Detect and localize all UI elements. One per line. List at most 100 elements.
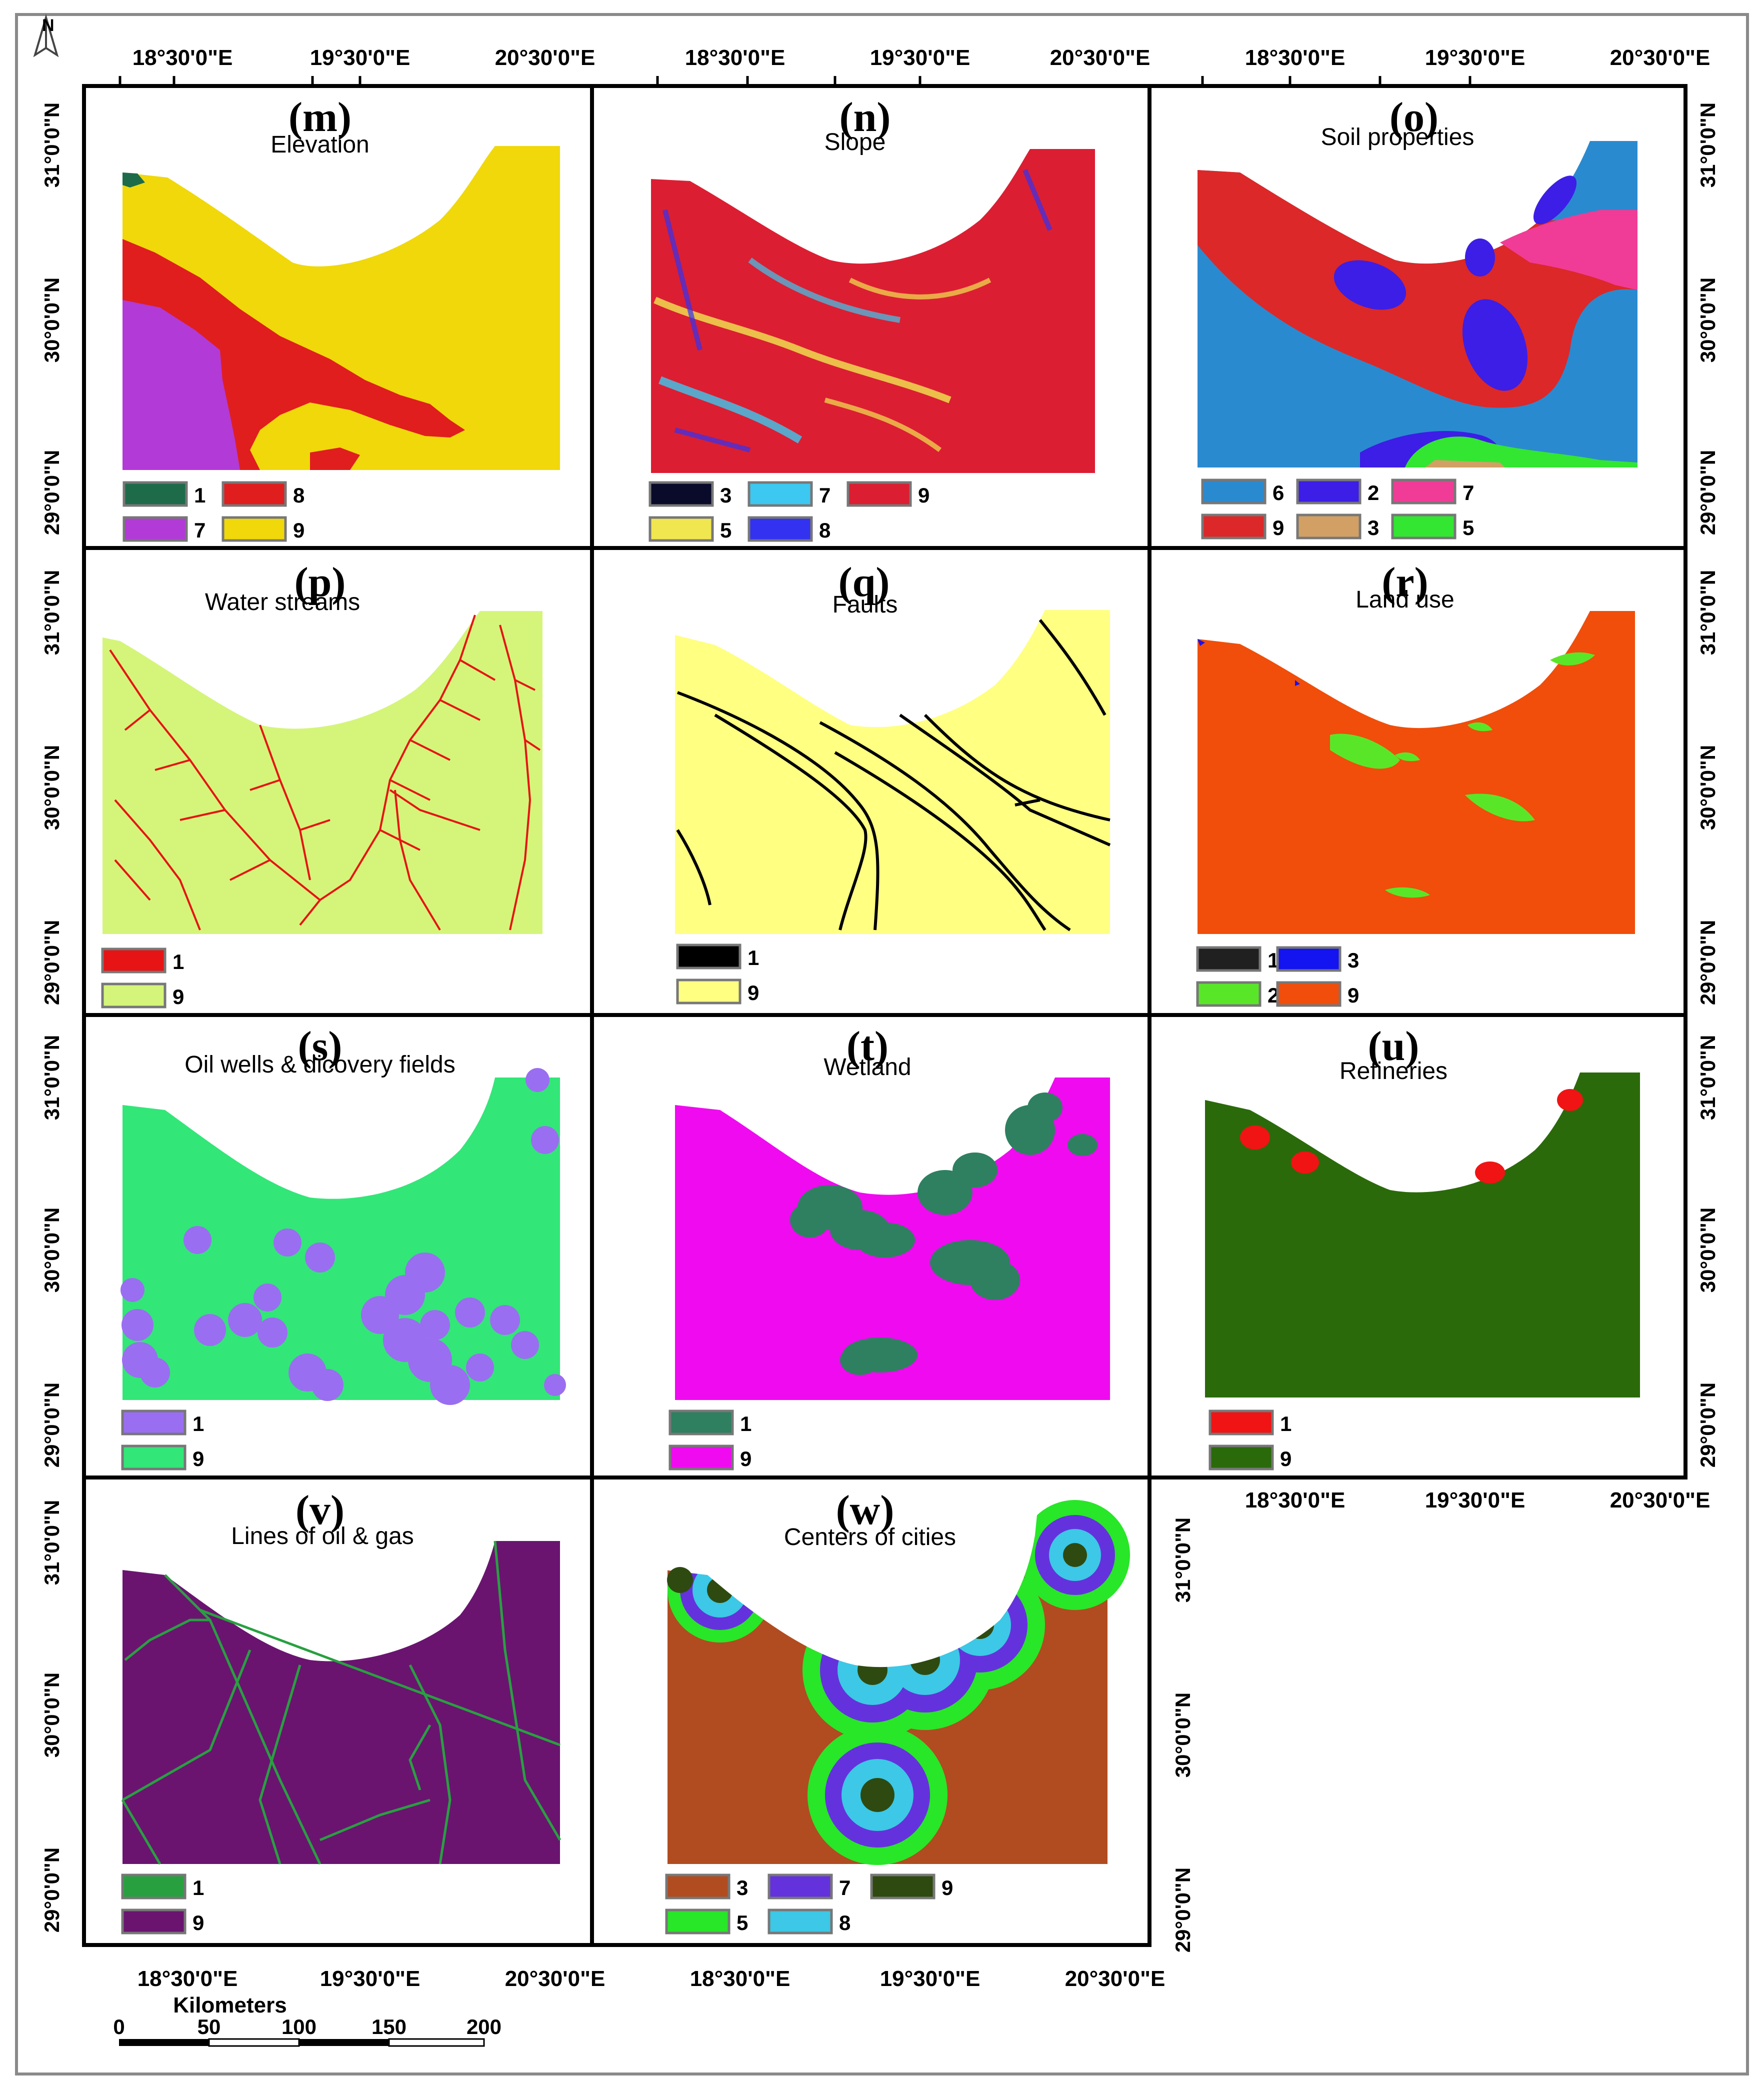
legend-label: 1 [192,1412,204,1436]
legend-label: 2 [1368,481,1379,504]
legend-swatch [870,1874,936,1900]
lat-tick-label: 31°0'0"N [1171,1518,1194,1602]
legend: 6 2 7 9 3 5 [1201,478,1474,540]
legend-swatch [101,982,166,1008]
legend-label: 3 [720,484,732,507]
legend-swatch [1276,946,1342,972]
legend-swatch [122,481,188,507]
legend-swatch [748,481,813,507]
legend-label: 9 [942,1876,953,1900]
panel-title: Water streams [205,589,360,616]
legend-label: 8 [819,518,830,542]
legend-label: 5 [720,518,732,542]
legend-label: 9 [192,1447,204,1470]
panel-letter: (t) [846,1023,888,1070]
legend-swatch [1391,514,1456,540]
scale-segment [208,2038,300,2047]
lat-tick-label: 30°0'0"N [40,1672,64,1758]
lon-tick-label: 18°30'0"E [138,1966,238,1991]
legend-swatch [1296,478,1362,504]
legend: 19 [676,944,759,1004]
legend: 1 32 9 [1196,946,1359,1007]
lat-tick-label: 30°0'0"N [40,745,64,830]
map-s-oilwells [120,1068,566,1405]
legend-label: 9 [748,981,759,1004]
legend-swatch [1296,514,1362,540]
legend-swatch [1276,981,1342,1007]
legend-swatch [665,1874,730,1900]
lat-tick-label: 31°0'0"N [40,1500,64,1585]
panel-title: Oil wells & dicovery fields [184,1052,456,1078]
panel-letter: (p) [294,559,346,606]
legend-label: 3 [1348,948,1359,972]
legend-label: 1 [740,1412,752,1436]
lon-tick-label: 19°30'0"E [880,1966,980,1991]
lon-tick-label: 20°30'0"E [1610,46,1710,70]
legend-swatch [665,1908,730,1934]
panel-r: (r)Land use 1 32 9 [1196,559,1454,1007]
legend: 19 [121,1874,204,1934]
lat-tick-label: 31°0'0"N [1696,102,1720,188]
panel-title: Refineries [1340,1058,1448,1084]
legend: 1 87 9 [122,481,304,542]
legend-label: 8 [839,1911,850,1934]
legend-swatch [676,978,742,1004]
legend-swatch [668,1444,734,1470]
map-o-soil [1198,141,1638,468]
legend-label: 3 [736,1876,748,1900]
lat-tick-label: 31°0'0"N [40,570,64,655]
panel-letter: (w) [836,1487,894,1534]
legend: 19 [101,948,184,1008]
lon-tick-label: 19°30'0"E [870,46,970,70]
legend-label: 9 [1280,1447,1292,1470]
legend-swatch [121,1410,186,1436]
scale-label: 100 [282,2015,316,2038]
legend-swatch [1201,478,1266,504]
legend-swatch [122,516,188,542]
lat-tick-label: 31°0'0"N [40,1035,64,1120]
legend-swatch [101,948,166,974]
lat-tick-label: 29°0'0"N [1696,450,1720,535]
lon-tick-label: 18°30'0"E [1245,1488,1346,1512]
legend-swatch [768,1874,833,1900]
panel-letter: (v) [296,1487,344,1534]
lat-tick-label: 29°0'0"N [40,450,64,535]
legend-label: 9 [293,518,304,542]
lat-tick-label: 31°0'0"N [1696,570,1720,655]
legend: 19 [668,1410,752,1470]
legend-swatch [222,481,287,507]
legend-label: 1 [172,950,184,974]
legend-swatch [668,1410,734,1436]
legend-label: 1 [1280,1412,1292,1436]
lon-tick-label: 19°30'0"E [1425,1488,1526,1512]
legend-label: 9 [1272,516,1284,540]
panel-letter: (r) [1382,559,1428,606]
panel-letter: (o) [1390,94,1438,140]
legend-label: 7 [819,484,830,507]
panel-p: (p)Water streams 19 [101,559,360,1008]
legend-swatch [222,516,287,542]
panel-v: (v)Lines of oil & gas 19 [121,1487,414,1934]
panel-o: (o)Soil properties 6 2 7 9 3 5 [1201,94,1474,540]
panel-u: (u)Refineries 1 9 [1208,1023,1448,1470]
lat-tick-label: 29°0'0"N [1696,920,1720,1005]
north-arrow: N [33,14,59,58]
map-q-faults [675,610,1111,934]
panel-letter: (s) [298,1023,342,1070]
panel-title: Lines of oil & gas [231,1523,414,1550]
panel-letter: (u) [1368,1023,1420,1070]
panel-w-frame [590,1476,1152,1947]
panel-title: Elevation [270,132,369,158]
tick-marks [118,76,1472,86]
legend: 19 [121,1410,204,1470]
panel-letter: (q) [838,559,890,606]
legend-swatch [1196,981,1262,1007]
panel-letter: (n) [840,94,891,140]
lat-tick-label: 30°0'0"N [40,278,64,362]
legend-label: 5 [1462,516,1474,540]
lon-tick-label: 20°30'0"E [1050,46,1150,70]
